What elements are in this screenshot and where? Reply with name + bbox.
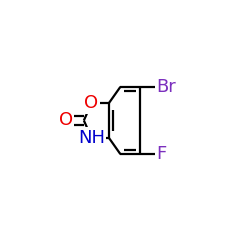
Text: NH: NH	[78, 129, 105, 147]
Text: O: O	[58, 112, 72, 130]
Text: Br: Br	[156, 78, 176, 96]
Text: O: O	[84, 94, 98, 112]
Text: F: F	[156, 145, 166, 163]
